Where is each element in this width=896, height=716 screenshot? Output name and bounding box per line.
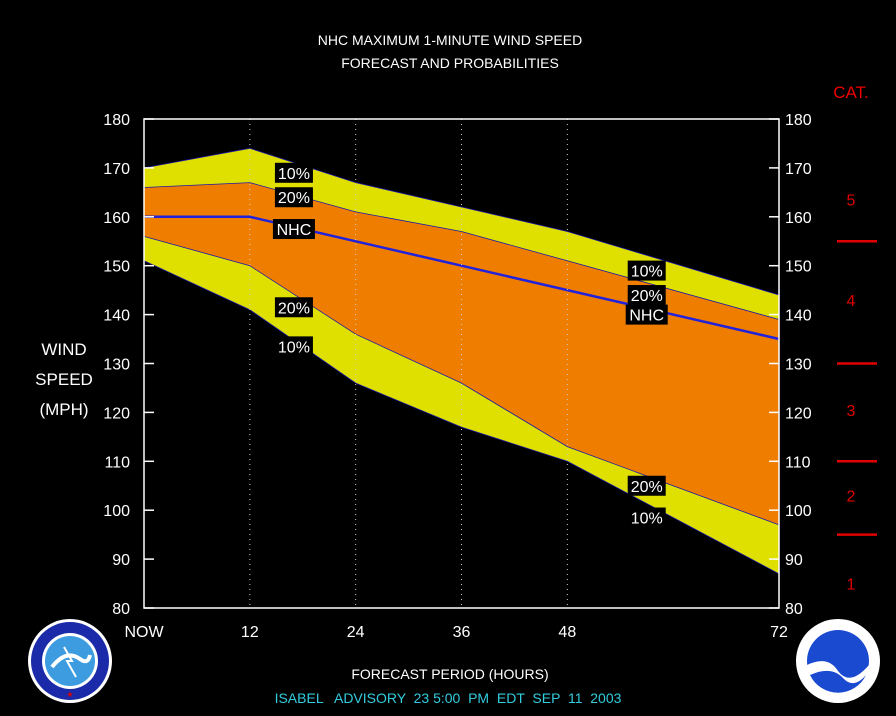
y-tick-label-left-100: 100 [103,503,130,520]
svg-text:★: ★ [66,690,73,699]
plot-area: 80 80 90 90 100 100 110 110 120 120 130 130 140 140 15… [103,112,812,641]
category-label-2: 2 [847,489,856,506]
y-axis-label-line1: WIND [41,340,86,359]
category-label-4: 4 [847,293,856,310]
y-tick-label-left-110: 110 [104,454,130,471]
advisory-footer: ISABEL ADVISORY 23 5:00 PM EDT SEP 11 20… [275,690,622,706]
chart-title: NHC MAXIMUM 1-MINUTE WIND SPEED [318,32,582,48]
band-20pct [144,182,779,525]
chart-subtitle: FORECAST AND PROBABILITIES [341,55,559,71]
annotation-box-4 [274,336,313,357]
x-tick-label-48: 48 [558,624,576,641]
y-tick-label-left-140: 140 [103,308,130,325]
annotation-box-3 [274,297,313,318]
annotation-box-6 [627,285,666,306]
y-tick-label-right-170: 170 [785,161,812,178]
y-axis-label-line3: (MPH) [39,400,88,419]
x-tick-label-12: 12 [241,624,259,641]
boundary-20pct-lower [143,236,780,526]
y-tick-label-left-150: 150 [103,259,130,276]
annotation-box-0 [274,162,313,183]
y-tick-label-right-140: 140 [785,308,812,325]
category-label-5: 5 [847,193,856,210]
y-tick-label-left-80: 80 [112,601,130,618]
y-tick-label-right-160: 160 [785,210,812,227]
y-tick-label-right-120: 120 [785,405,812,422]
x-tick-label-72: 72 [770,624,788,641]
annotation-label-8: 20% [631,479,663,496]
annotation-label-7: NHC [629,308,664,325]
annotation-box-8 [627,475,666,496]
y-tick-label-left-120: 120 [103,405,130,422]
y-tick-label-left-90: 90 [112,552,130,569]
x-tick-label-24: 24 [347,624,365,641]
annotation-label-0: 10% [278,166,310,183]
annotation-label-2: NHC [277,222,312,239]
annotation-box-9 [627,507,666,528]
boundary-10pct-upper [143,147,780,296]
annotation-box-5 [627,260,666,281]
y-tick-label-right-100: 100 [785,503,812,520]
category-label-1: 1 [847,577,856,594]
y-tick-label-right-80: 80 [785,601,803,618]
boundary-20pct-upper [143,182,780,320]
nws-logo: ★ [28,619,112,703]
annotation-label-3: 20% [278,300,310,317]
y-tick-label-left-170: 170 [103,161,130,178]
annotation-label-6: 20% [631,288,663,305]
y-tick-label-left-160: 160 [103,210,130,227]
y-tick-label-right-110: 110 [785,454,811,471]
y-axis-label-line2: SPEED [35,370,93,389]
annotation-label-1: 20% [278,190,310,207]
nhc-forecast-line [144,215,780,341]
y-tick-label-right-130: 130 [785,357,812,374]
noaa-logo [796,619,880,703]
annotation-box-2 [272,219,315,240]
annotation-box-1 [274,187,313,208]
annotation-label-4: 10% [278,339,310,356]
category-scale-title: CAT. [833,83,869,102]
y-tick-label-right-180: 180 [785,112,812,129]
x-tick-label-NOW: NOW [124,624,164,641]
y-tick-label-left-180: 180 [103,112,130,129]
x-axis-label: FORECAST PERIOD (HOURS) [351,666,548,682]
boundary-10pct-lower [143,260,780,575]
x-tick-label-36: 36 [453,624,471,641]
category-label-3: 3 [847,403,856,420]
annotation-label-5: 10% [631,264,663,281]
y-tick-label-left-130: 130 [103,357,130,374]
annotation-label-9: 10% [631,511,663,528]
y-tick-label-right-150: 150 [785,259,812,276]
y-tick-label-right-90: 90 [785,552,803,569]
category-scale: 5 4 3 2 1 [837,193,877,594]
annotation-box-7 [625,304,668,325]
